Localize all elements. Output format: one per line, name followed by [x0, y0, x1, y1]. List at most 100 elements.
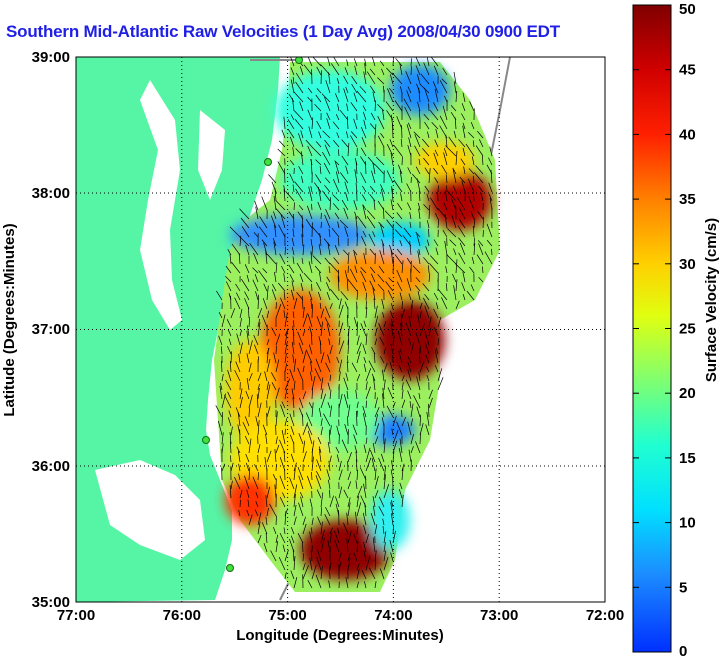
- velocity-arrow: [392, 530, 396, 544]
- velocity-arrow: [419, 310, 422, 319]
- velocity-arrow: [383, 207, 385, 220]
- velocity-arrow: [275, 411, 278, 427]
- velocity-arrow: [283, 185, 286, 193]
- velocity-arrow: [382, 526, 385, 535]
- velocity-arrow: [473, 243, 476, 256]
- velocity-arrow: [289, 136, 295, 148]
- velocity-arrow: [311, 304, 313, 319]
- velocity-arrow: [338, 269, 340, 283]
- velocity-arrow: [279, 253, 286, 265]
- velocity-arrow: [458, 237, 466, 247]
- velocity-arrow: [221, 411, 223, 427]
- velocity-arrow: [444, 240, 448, 256]
- velocity-arrow: [388, 277, 394, 283]
- velocity-arrow: [257, 318, 261, 328]
- velocity-arrow: [311, 448, 313, 463]
- velocity-arrow: [400, 323, 403, 337]
- velocity-arrow: [263, 242, 268, 256]
- velocity-arrow: [458, 252, 466, 265]
- velocity-arrow: [236, 333, 241, 346]
- velocity-arrow: [238, 253, 241, 265]
- velocity-arrow: [239, 329, 242, 337]
- velocity-arrow: [401, 494, 404, 508]
- velocity-arrow: [382, 109, 385, 121]
- velocity-arrow: [311, 527, 313, 535]
- velocity-arrow: [380, 132, 385, 139]
- velocity-arrow: [292, 184, 295, 193]
- velocity-arrow: [406, 278, 412, 292]
- velocity-arrow: [302, 306, 305, 319]
- velocity-arrow: [369, 449, 376, 463]
- velocity-arrow: [362, 512, 367, 526]
- velocity-arrow: [381, 298, 385, 310]
- velocity-arrow: [225, 265, 232, 274]
- velocity-arrow: [424, 305, 430, 319]
- velocity-arrow: [307, 96, 313, 103]
- velocity-arrow: [356, 469, 359, 481]
- velocity-arrow: [394, 254, 403, 265]
- velocity-arrow: [289, 369, 295, 382]
- velocity-arrow: [428, 272, 431, 283]
- velocity-arrow: [351, 76, 358, 85]
- velocity-arrow: [266, 310, 270, 319]
- colorbar-label: Surface Velocity (cm/s): [703, 218, 720, 382]
- velocity-arrow: [329, 495, 334, 508]
- velocity-arrow: [451, 214, 457, 229]
- velocity-arrow: [261, 522, 268, 535]
- velocity-arrow: [399, 170, 403, 184]
- velocity-arrow: [444, 190, 448, 202]
- velocity-arrow: [374, 414, 379, 427]
- velocity-arrow: [434, 177, 439, 184]
- velocity-arrow: [466, 290, 475, 301]
- velocity-arrow: [423, 257, 430, 265]
- x-tick-label: 76:00: [163, 607, 201, 624]
- velocity-arrow: [334, 244, 340, 256]
- colorbar-tick-label: 20: [679, 385, 696, 402]
- velocity-arrow: [363, 444, 367, 454]
- velocity-arrow: [306, 205, 313, 220]
- velocity-arrow: [284, 418, 288, 427]
- velocity-arrow: [427, 220, 430, 229]
- velocity-arrow: [390, 500, 394, 508]
- velocity-arrow: [363, 356, 367, 364]
- velocity-arrow: [415, 277, 421, 283]
- velocity-arrow: [230, 441, 232, 454]
- velocity-arrow: [383, 531, 387, 544]
- velocity-arrow: [271, 382, 277, 391]
- velocity-arrow: [324, 317, 331, 328]
- velocity-arrow: [347, 502, 351, 517]
- velocity-arrow: [470, 121, 475, 130]
- velocity-arrow: [441, 297, 448, 310]
- velocity-arrow: [272, 237, 277, 247]
- velocity-arrow: [343, 88, 349, 103]
- velocity-arrow: [344, 226, 349, 238]
- velocity-arrow: [327, 402, 331, 409]
- velocity-arrow: [236, 446, 241, 454]
- velocity-arrow: [293, 213, 295, 229]
- velocity-arrow: [277, 148, 286, 157]
- velocity-arrow: [365, 307, 368, 319]
- velocity-arrow: [326, 118, 331, 130]
- velocity-arrow: [332, 178, 340, 193]
- velocity-arrow: [418, 249, 421, 256]
- velocity-arrow: [374, 524, 378, 535]
- velocity-arrow: [334, 212, 340, 220]
- velocity-arrow: [385, 101, 394, 112]
- velocity-arrow: [383, 483, 390, 499]
- velocity-arrow: [443, 202, 448, 211]
- velocity-arrow: [244, 475, 250, 490]
- velocity-arrow: [248, 372, 253, 382]
- velocity-arrow: [378, 457, 385, 472]
- velocity-arrow: [346, 103, 349, 112]
- velocity-arrow: [461, 103, 466, 112]
- velocity-arrow: [428, 168, 431, 184]
- colorbar-tick-label: 15: [679, 450, 696, 467]
- velocity-arrow: [318, 131, 322, 139]
- velocity-arrow: [257, 534, 262, 544]
- velocity-arrow: [385, 281, 394, 292]
- velocity-arrow: [255, 291, 259, 301]
- velocity-arrow: [434, 365, 439, 373]
- velocity-arrow: [488, 182, 493, 193]
- velocity-arrow: [335, 114, 340, 121]
- velocity-arrow: [386, 170, 394, 184]
